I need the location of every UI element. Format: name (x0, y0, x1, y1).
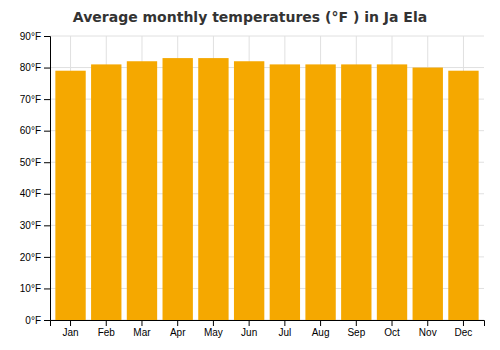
y-tick-label: 40°F (20, 188, 41, 199)
y-tick-label: 0°F (25, 315, 41, 326)
bar (91, 64, 121, 320)
y-tick-mark (44, 225, 50, 226)
x-tick: May (204, 320, 223, 338)
x-tick: Apr (170, 320, 186, 338)
bar (448, 71, 478, 320)
y-tick-label: 90°F (20, 31, 41, 42)
y-tick-mark (44, 68, 50, 69)
bar (55, 71, 85, 320)
y-tick-mark (44, 99, 50, 100)
x-tick-mark (249, 320, 250, 326)
x-tick-label: Jun (241, 327, 257, 338)
x-tick: Jul (278, 320, 291, 338)
x-tick: Oct (384, 320, 400, 338)
y-tick: 50°F (20, 157, 50, 168)
y-tick: 30°F (20, 220, 50, 231)
y-axis: 0°F 10°F 20°F 30°F 40°F 50°F 60°F 70°F 80°F 90°F (20, 31, 51, 326)
x-tick-mark (320, 320, 321, 326)
x-axis: Jan Feb Mar Apr May Jun Jul Aug Sep Oct Nov Dec (51, 320, 485, 338)
y-tick-mark (44, 320, 50, 321)
x-tick: Feb (98, 320, 116, 338)
chart: Jan Feb Mar Apr May Jun Jul Aug Sep Oct Nov Dec 0°F 1… (0, 0, 500, 350)
x-tick: Jan (62, 320, 78, 338)
grid (50, 36, 484, 320)
x-tick-label: Jan (62, 327, 78, 338)
bar (127, 61, 157, 320)
x-tick-label: Aug (312, 327, 330, 338)
y-tick-mark (44, 257, 50, 258)
y-tick: 40°F (20, 188, 50, 199)
x-tick-mark (356, 320, 357, 326)
y-axis-line (44, 37, 51, 321)
y-tick: 90°F (20, 31, 50, 42)
y-tick-mark (44, 288, 50, 289)
x-tick-mark (213, 320, 214, 326)
y-tick: 60°F (20, 125, 50, 136)
y-tick-mark (44, 36, 50, 37)
y-tick-mark (44, 162, 50, 163)
y-tick-label: 80°F (20, 62, 41, 73)
x-tick-label: Feb (98, 327, 116, 338)
x-tick-label: Nov (419, 327, 437, 338)
x-tick-mark (392, 320, 393, 326)
y-tick: 0°F (25, 315, 50, 326)
title: Average monthly temperatures (°F ) in Ja… (73, 9, 427, 25)
x-tick: Mar (133, 320, 151, 338)
y-tick-mark (44, 131, 50, 132)
bar (341, 64, 371, 320)
y-tick-label: 60°F (20, 125, 41, 136)
x-tick-label: Dec (455, 327, 473, 338)
y-tick: 80°F (20, 62, 50, 73)
y-tick: 10°F (20, 283, 50, 294)
x-tick-mark (70, 320, 71, 326)
x-tick: Dec (455, 320, 473, 338)
y-tick-mark (44, 194, 50, 195)
bar (270, 64, 300, 320)
plot: Jan Feb Mar Apr May Jun Jul Aug Sep Oct Nov Dec 0°F 1… (20, 31, 485, 338)
y-tick-label: 70°F (20, 94, 41, 105)
x-tick-mark (106, 320, 107, 326)
x-tick: Jun (241, 320, 257, 338)
y-tick: 70°F (20, 94, 50, 105)
bar (377, 64, 407, 320)
x-tick-label: Apr (170, 327, 186, 338)
x-tick-mark (141, 320, 142, 326)
y-tick-label: 30°F (20, 220, 41, 231)
bar (305, 64, 335, 320)
x-tick-mark (177, 320, 178, 326)
x-tick-label: Mar (133, 327, 151, 338)
y-tick-label: 50°F (20, 157, 41, 168)
x-tick-label: Oct (384, 327, 400, 338)
x-tick-label: May (204, 327, 223, 338)
x-tick-mark (284, 320, 285, 326)
bars (55, 58, 478, 320)
x-tick: Sep (347, 320, 365, 338)
x-tick: Nov (419, 320, 437, 338)
y-tick-label: 20°F (20, 252, 41, 263)
x-tick-label: Sep (347, 327, 365, 338)
x-tick-label: Jul (278, 327, 291, 338)
bar (234, 61, 264, 320)
bar (163, 58, 193, 320)
x-tick-mark (463, 320, 464, 326)
x-axis-line (51, 321, 485, 327)
bar (198, 58, 228, 320)
y-tick-label: 10°F (20, 283, 41, 294)
bar (413, 68, 443, 320)
grid-line (50, 36, 484, 37)
x-tick: Aug (312, 320, 330, 338)
x-tick-mark (427, 320, 428, 326)
y-tick: 20°F (20, 252, 50, 263)
